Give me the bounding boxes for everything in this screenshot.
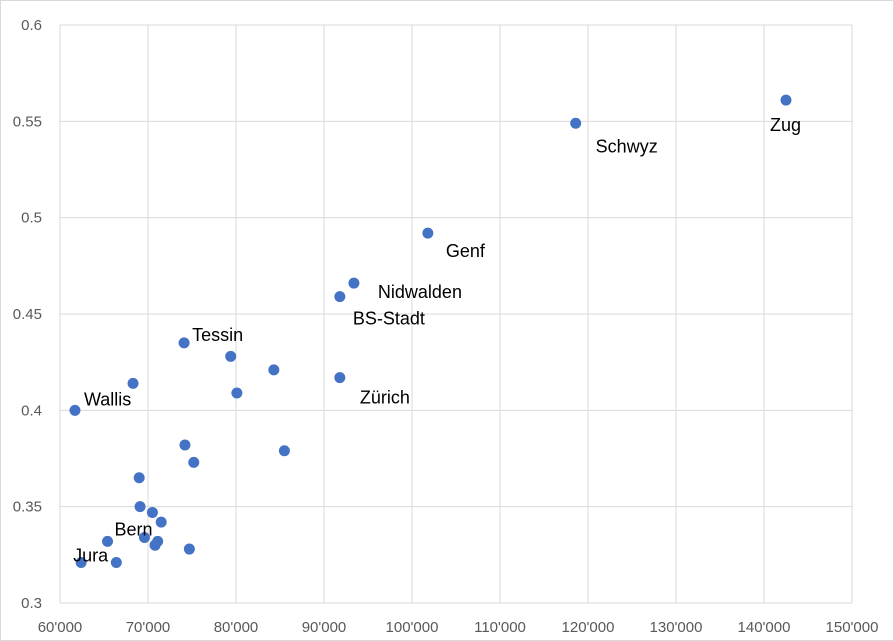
data-point	[225, 350, 237, 362]
data-label: BS-Stadt	[353, 309, 425, 329]
y-tick-label: 0.4	[21, 402, 42, 419]
data-point	[134, 501, 146, 513]
data-label: Schwyz	[596, 136, 658, 156]
data-label: Nidwalden	[378, 282, 462, 302]
y-tick-label: 0.6	[21, 17, 42, 34]
y-axis-tick-labels: 0.3 0.35 0.4 0.45 0.5 0.55 0.6	[13, 17, 42, 612]
data-points	[69, 94, 792, 569]
data-label: Bern	[114, 519, 152, 539]
data-label: Zug	[770, 115, 801, 135]
y-tick-label: 0.5	[21, 210, 42, 227]
x-tick-label: 150'000	[826, 619, 879, 636]
data-point	[102, 535, 114, 547]
y-tick-label: 0.3	[21, 595, 42, 612]
data-point	[146, 506, 158, 518]
data-point	[422, 227, 434, 239]
data-label: Wallis	[84, 389, 131, 409]
data-point	[178, 337, 190, 349]
data-point	[110, 557, 122, 569]
data-point	[780, 94, 792, 106]
data-point	[127, 377, 139, 389]
data-labels: Zug Schwyz Genf Nidwalden BS-Stadt Zürich Tess…	[73, 115, 801, 565]
data-point	[138, 531, 150, 543]
gridlines	[59, 24, 853, 604]
x-tick-label: 110'000	[474, 619, 526, 636]
x-axis-tick-labels: 60'000 70'000 80'000 90'000 100'000 110'000 12…	[38, 619, 879, 636]
data-point	[179, 439, 191, 451]
data-point	[268, 364, 280, 376]
x-tick-label: 130'000	[650, 619, 703, 636]
data-point	[334, 291, 346, 303]
data-point	[278, 445, 290, 457]
x-tick-label: 120'000	[562, 619, 615, 636]
data-point	[155, 516, 167, 528]
y-tick-label: 0.55	[13, 113, 42, 130]
data-label: Zürich	[360, 388, 410, 408]
y-tick-label: 0.45	[13, 306, 42, 323]
data-point	[231, 387, 243, 399]
data-label: Jura	[73, 546, 109, 566]
data-point	[334, 372, 346, 384]
x-tick-label: 80'000	[214, 619, 259, 636]
data-point	[183, 543, 195, 555]
data-point	[188, 456, 200, 468]
x-tick-label: 60'000	[38, 619, 83, 636]
data-point	[75, 557, 87, 569]
data-label: Tessin	[192, 325, 243, 345]
data-point	[570, 117, 582, 129]
data-point	[69, 404, 81, 416]
y-tick-label: 0.35	[13, 499, 42, 516]
x-tick-label: 140'000	[738, 619, 791, 636]
data-point	[348, 277, 360, 289]
x-tick-label: 90'000	[302, 619, 347, 636]
x-tick-label: 100'000	[386, 619, 439, 636]
data-label: Genf	[446, 241, 486, 261]
data-point	[133, 472, 145, 484]
x-tick-label: 70'000	[126, 619, 171, 636]
data-point	[149, 539, 161, 551]
